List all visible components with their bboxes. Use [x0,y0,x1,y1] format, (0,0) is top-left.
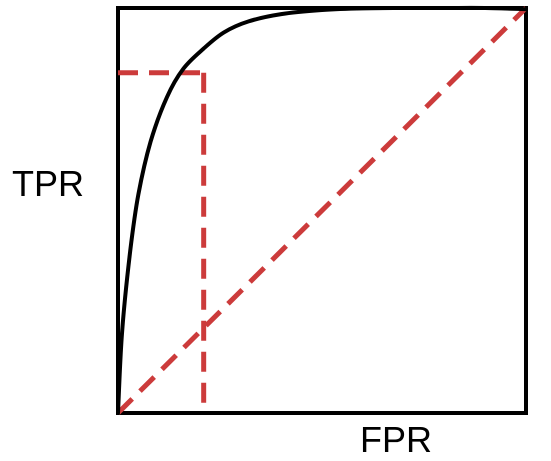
y-axis-label: TPR [12,163,84,204]
chart-marks [116,5,528,415]
roc-curve-line [116,5,528,415]
x-axis-label: FPR [360,419,432,460]
random-classifier-diagonal-line [116,6,528,415]
